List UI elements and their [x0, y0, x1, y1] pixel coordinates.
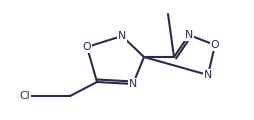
Text: O: O	[211, 40, 219, 50]
Text: Cl: Cl	[19, 91, 30, 101]
Text: N: N	[204, 70, 212, 80]
Text: N: N	[118, 31, 126, 41]
Text: O: O	[83, 42, 91, 52]
Text: N: N	[129, 79, 137, 89]
Text: N: N	[185, 30, 193, 40]
